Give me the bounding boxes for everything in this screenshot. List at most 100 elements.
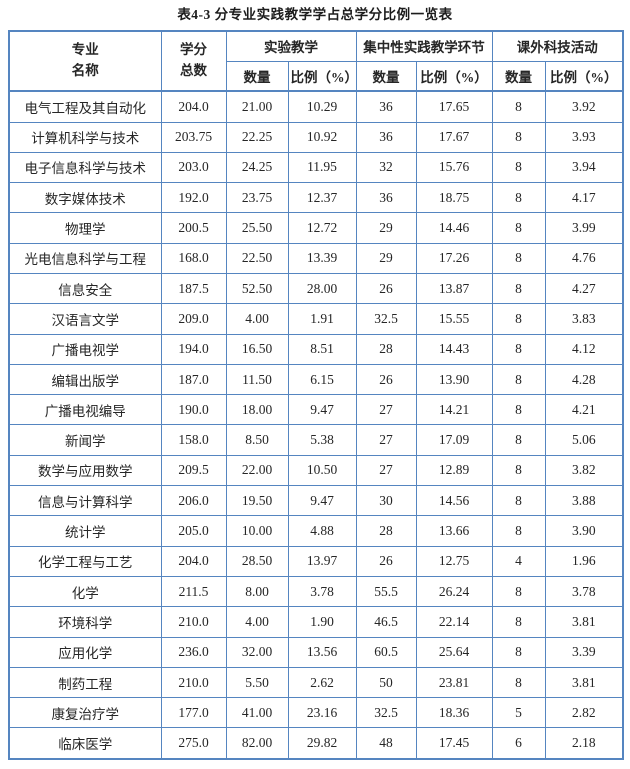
cell-exp-quantity: 5.50 bbox=[225, 666, 289, 699]
cell-exp-ratio: 10.29 bbox=[287, 90, 357, 123]
cell-extracurricular-quantity: 8 bbox=[491, 182, 546, 214]
cell-exp-quantity: 18.00 bbox=[225, 394, 289, 426]
cell-total-credits: 200.5 bbox=[160, 212, 227, 244]
header-extracurricular-ratio: 比例（%） bbox=[544, 60, 624, 92]
header-major-line1: 专业 bbox=[71, 42, 99, 58]
cell-total-credits: 203.75 bbox=[160, 121, 227, 153]
cell-practice-quantity: 26 bbox=[355, 272, 417, 305]
cell-practice-quantity: 28 bbox=[355, 515, 417, 547]
cell-practice-ratio: 26.24 bbox=[415, 575, 493, 608]
header-group-extracurricular: 课外科技活动 bbox=[491, 30, 624, 62]
cell-extracurricular-ratio: 4.21 bbox=[544, 394, 624, 426]
table-header: 专业 名称 学分 总数 实验教学 集中性实践教学环节 课外科技活动 数量 比例（… bbox=[8, 30, 624, 92]
cell-practice-ratio: 17.65 bbox=[415, 90, 493, 123]
cell-total-credits: 275.0 bbox=[160, 727, 227, 760]
cell-practice-ratio: 17.26 bbox=[415, 242, 493, 275]
cell-extracurricular-quantity: 8 bbox=[491, 333, 546, 365]
cell-practice-quantity: 30 bbox=[355, 485, 417, 517]
cell-exp-quantity: 24.25 bbox=[225, 151, 289, 184]
cell-exp-quantity: 22.50 bbox=[225, 242, 289, 275]
table-title: 表4-3 分专业实践教学学占总学分比例一览表 bbox=[177, 7, 453, 22]
cell-practice-ratio: 17.45 bbox=[415, 727, 493, 760]
header-total-credits-line2: 总数 bbox=[180, 63, 207, 78]
cell-extracurricular-ratio: 4.27 bbox=[544, 272, 624, 305]
cell-extracurricular-quantity: 8 bbox=[491, 454, 546, 487]
cell-extracurricular-ratio: 3.39 bbox=[544, 636, 624, 668]
cell-exp-ratio: 9.47 bbox=[287, 485, 357, 517]
cell-practice-ratio: 15.76 bbox=[415, 151, 493, 184]
cell-total-credits: 205.0 bbox=[160, 515, 227, 547]
cell-practice-quantity: 36 bbox=[355, 121, 417, 153]
cell-extracurricular-quantity: 8 bbox=[491, 303, 546, 335]
cell-major: 汉语言文学 bbox=[8, 303, 162, 335]
cell-total-credits: 209.5 bbox=[160, 454, 227, 487]
header-major: 专业 名称 bbox=[8, 30, 162, 92]
cell-practice-quantity: 32.5 bbox=[355, 303, 417, 335]
cell-exp-ratio: 2.62 bbox=[287, 666, 357, 699]
cell-extracurricular-quantity: 6 bbox=[491, 727, 546, 760]
cell-exp-ratio: 1.90 bbox=[287, 606, 357, 638]
table-row: 物理学 200.5 25.50 12.72 29 14.46 8 3.99 bbox=[8, 212, 624, 244]
cell-exp-quantity: 4.00 bbox=[225, 303, 289, 335]
cell-extracurricular-quantity: 8 bbox=[491, 575, 546, 608]
table-row: 环境科学 210.0 4.00 1.90 46.5 22.14 8 3.81 bbox=[8, 606, 624, 638]
cell-major: 广播电视编导 bbox=[8, 394, 162, 426]
cell-practice-quantity: 32 bbox=[355, 151, 417, 184]
cell-total-credits: 187.5 bbox=[160, 272, 227, 305]
cell-total-credits: 192.0 bbox=[160, 182, 227, 214]
cell-practice-quantity: 26 bbox=[355, 363, 417, 396]
cell-practice-quantity: 50 bbox=[355, 666, 417, 699]
table-row: 计算机科学与技术 203.75 22.25 10.92 36 17.67 8 3.93 bbox=[8, 121, 624, 153]
cell-exp-ratio: 12.72 bbox=[287, 212, 357, 244]
cell-extracurricular-ratio: 3.81 bbox=[544, 606, 624, 638]
cell-exp-ratio: 9.47 bbox=[287, 394, 357, 426]
cell-practice-quantity: 60.5 bbox=[355, 636, 417, 668]
cell-practice-quantity: 55.5 bbox=[355, 575, 417, 608]
cell-total-credits: 168.0 bbox=[160, 242, 227, 275]
table-row: 广播电视编导 190.0 18.00 9.47 27 14.21 8 4.21 bbox=[8, 394, 624, 426]
table-row: 化学 211.5 8.00 3.78 55.5 26.24 8 3.78 bbox=[8, 575, 624, 608]
cell-exp-ratio: 13.56 bbox=[287, 636, 357, 668]
cell-major: 应用化学 bbox=[8, 636, 162, 668]
cell-practice-ratio: 13.87 bbox=[415, 272, 493, 305]
cell-practice-ratio: 23.81 bbox=[415, 666, 493, 699]
cell-exp-quantity: 4.00 bbox=[225, 606, 289, 638]
cell-extracurricular-ratio: 3.83 bbox=[544, 303, 624, 335]
cell-exp-ratio: 6.15 bbox=[287, 363, 357, 396]
credits-table: 专业 名称 学分 总数 实验教学 集中性实践教学环节 课外科技活动 数量 比例（… bbox=[8, 30, 624, 760]
cell-exp-quantity: 10.00 bbox=[225, 515, 289, 547]
cell-extracurricular-quantity: 8 bbox=[491, 121, 546, 153]
cell-total-credits: 194.0 bbox=[160, 333, 227, 365]
cell-practice-ratio: 14.46 bbox=[415, 212, 493, 244]
cell-major: 信息安全 bbox=[8, 272, 162, 305]
cell-extracurricular-quantity: 8 bbox=[491, 363, 546, 396]
cell-extracurricular-quantity: 8 bbox=[491, 394, 546, 426]
cell-exp-ratio: 10.50 bbox=[287, 454, 357, 487]
cell-extracurricular-quantity: 5 bbox=[491, 697, 546, 729]
cell-exp-quantity: 82.00 bbox=[225, 727, 289, 760]
cell-practice-quantity: 46.5 bbox=[355, 606, 417, 638]
cell-practice-ratio: 14.43 bbox=[415, 333, 493, 365]
cell-practice-ratio: 18.75 bbox=[415, 182, 493, 214]
cell-extracurricular-quantity: 8 bbox=[491, 606, 546, 638]
cell-practice-quantity: 27 bbox=[355, 394, 417, 426]
cell-exp-quantity: 8.00 bbox=[225, 575, 289, 608]
cell-total-credits: 177.0 bbox=[160, 697, 227, 729]
cell-major: 新闻学 bbox=[8, 424, 162, 456]
cell-total-credits: 187.0 bbox=[160, 363, 227, 396]
cell-practice-ratio: 22.14 bbox=[415, 606, 493, 638]
cell-exp-ratio: 29.82 bbox=[287, 727, 357, 760]
header-group-experimental: 实验教学 bbox=[225, 30, 357, 62]
cell-total-credits: 204.0 bbox=[160, 90, 227, 123]
cell-extracurricular-quantity: 8 bbox=[491, 424, 546, 456]
cell-total-credits: 209.0 bbox=[160, 303, 227, 335]
cell-practice-quantity: 27 bbox=[355, 454, 417, 487]
table-row: 信息与计算科学 206.0 19.50 9.47 30 14.56 8 3.88 bbox=[8, 485, 624, 517]
table-row: 化学工程与工艺 204.0 28.50 13.97 26 12.75 4 1.96 bbox=[8, 545, 624, 577]
cell-exp-ratio: 23.16 bbox=[287, 697, 357, 729]
cell-exp-ratio: 12.37 bbox=[287, 182, 357, 214]
cell-major: 电子信息科学与技术 bbox=[8, 151, 162, 184]
cell-exp-ratio: 1.91 bbox=[287, 303, 357, 335]
cell-exp-quantity: 25.50 bbox=[225, 212, 289, 244]
cell-extracurricular-ratio: 3.99 bbox=[544, 212, 624, 244]
